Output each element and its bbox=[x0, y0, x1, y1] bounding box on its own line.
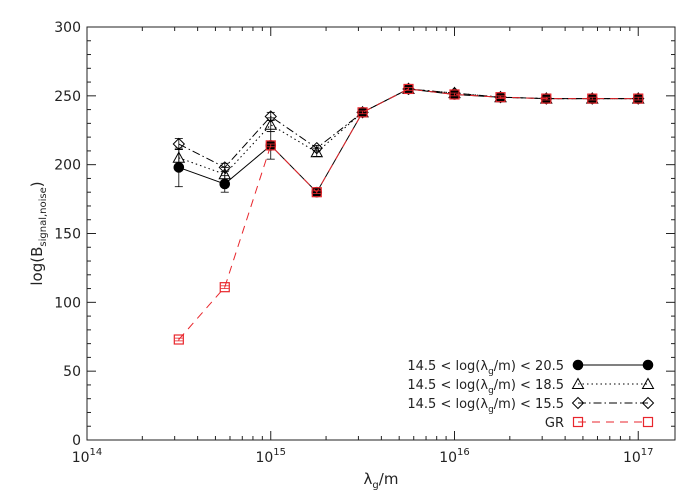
y-tick-label: 300 bbox=[54, 20, 81, 36]
y-axis-label-post: ) bbox=[28, 181, 46, 187]
data-point bbox=[586, 92, 599, 105]
data-point bbox=[403, 83, 414, 95]
series-line bbox=[178, 88, 639, 169]
x-tick-base: 10 bbox=[72, 450, 90, 466]
legend-label-text: GR bbox=[545, 416, 564, 431]
x-tick-label: 1015 bbox=[255, 447, 286, 466]
series-line bbox=[178, 88, 639, 340]
data-point bbox=[357, 107, 368, 118]
legend-marker bbox=[642, 416, 654, 428]
y-tick-label: 0 bbox=[72, 433, 81, 449]
legend-label-sub: g bbox=[488, 386, 494, 396]
y-tick-label: 50 bbox=[63, 364, 81, 380]
legend-marker bbox=[641, 377, 655, 389]
legend-entry: GR bbox=[545, 416, 654, 431]
legend-marker bbox=[571, 396, 585, 410]
legend-label: 14.5 < log(λg/m) < 20.5 bbox=[407, 359, 564, 377]
legend-marker bbox=[571, 377, 585, 389]
legend-label: GR bbox=[545, 416, 564, 431]
legend-label-sub: g bbox=[488, 405, 494, 415]
x-axis-label: λg/m bbox=[364, 470, 399, 491]
series-3 bbox=[172, 82, 645, 174]
series-1 bbox=[173, 83, 644, 198]
data-point bbox=[311, 187, 322, 198]
x-tick-label: 1016 bbox=[439, 447, 470, 466]
legend-label-text: 14.5 < log(λ bbox=[407, 359, 488, 374]
series-line bbox=[178, 88, 639, 175]
x-tick-exponent: 16 bbox=[457, 447, 470, 458]
y-tick-label: 250 bbox=[54, 89, 81, 105]
legend-label: 14.5 < log(λg/m) < 15.5 bbox=[407, 397, 564, 415]
x-tick-base: 10 bbox=[623, 450, 641, 466]
y-tick-label: 150 bbox=[54, 227, 81, 243]
x-axis-label-base: λ bbox=[364, 470, 373, 488]
y-tick-label: 200 bbox=[54, 158, 81, 174]
plot-frame bbox=[86, 26, 676, 441]
data-point bbox=[218, 161, 231, 174]
legend-label-text: 14.5 < log(λ bbox=[407, 397, 488, 412]
series-4 bbox=[173, 83, 644, 345]
y-axis-label: log(Bsignal,noise) bbox=[28, 181, 49, 285]
data-point bbox=[218, 167, 232, 180]
x-tick-exponent: 14 bbox=[90, 447, 103, 458]
legend-entry: 14.5 < log(λg/m) < 18.5 bbox=[407, 377, 655, 396]
series-line bbox=[178, 88, 639, 194]
x-tick-exponent: 15 bbox=[273, 447, 286, 458]
legend-marker bbox=[642, 359, 654, 371]
data-point bbox=[310, 141, 323, 155]
legend-label: 14.5 < log(λg/m) < 18.5 bbox=[407, 378, 564, 396]
legend-label-text: 14.5 < log(λ bbox=[407, 378, 488, 393]
data-point bbox=[540, 92, 553, 105]
data-point bbox=[172, 137, 186, 151]
data-point bbox=[632, 92, 645, 105]
data-point bbox=[541, 93, 552, 104]
data-point bbox=[402, 82, 415, 96]
x-tick-base: 10 bbox=[439, 450, 457, 466]
data-point bbox=[264, 118, 278, 130]
y-axis-label-sub: signal,noise bbox=[38, 187, 49, 246]
x-tick-label: 1017 bbox=[623, 447, 654, 466]
data-point bbox=[172, 151, 186, 163]
x-tick-exponent: 17 bbox=[641, 447, 654, 458]
legend-label-sub: g bbox=[488, 367, 494, 377]
data-point bbox=[587, 93, 598, 104]
legend-label-rest: /m) < 20.5 bbox=[494, 359, 564, 374]
legend-entry: 14.5 < log(λg/m) < 15.5 bbox=[407, 396, 655, 415]
legend: 14.5 < log(λg/m) < 20.514.5 < log(λg/m) … bbox=[407, 359, 655, 431]
legend-marker bbox=[572, 416, 584, 428]
data-point bbox=[264, 110, 277, 123]
legend-entry: 14.5 < log(λg/m) < 20.5 bbox=[407, 359, 654, 377]
data-point bbox=[173, 334, 184, 345]
legend-label-rest: /m) < 15.5 bbox=[494, 397, 564, 412]
data-point bbox=[449, 89, 460, 100]
data-point bbox=[265, 140, 276, 151]
data-point bbox=[219, 282, 230, 293]
data-point bbox=[495, 92, 506, 103]
series-layer bbox=[172, 82, 645, 345]
y-tick-label: 100 bbox=[54, 295, 81, 311]
x-axis-label-rest: /m bbox=[379, 470, 399, 488]
y-axis-label-pre: log(B bbox=[28, 247, 46, 286]
x-axis-label-sub: g bbox=[372, 480, 378, 491]
legend-marker bbox=[572, 359, 584, 371]
data-point bbox=[310, 145, 324, 158]
data-point bbox=[633, 93, 644, 104]
x-tick-base: 10 bbox=[255, 450, 273, 466]
data-point bbox=[494, 91, 507, 104]
legend-label-rest: /m) < 18.5 bbox=[494, 378, 564, 393]
legend-marker bbox=[641, 396, 655, 410]
x-tick-label: 1014 bbox=[72, 447, 103, 466]
